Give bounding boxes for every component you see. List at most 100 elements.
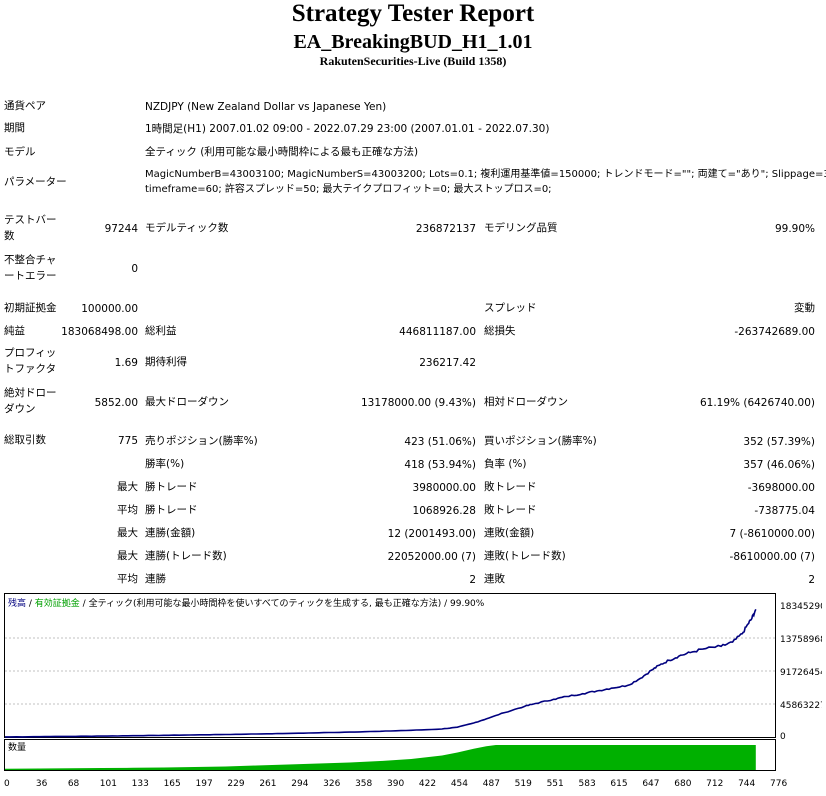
bars-value: 97244 <box>104 223 138 235</box>
long-label: 買いポジション(勝率%) <box>484 435 597 447</box>
balance-line <box>5 608 757 738</box>
consec-win-count-label: 連勝(トレード数) <box>145 550 227 562</box>
payoff-label: 期待利得 <box>145 356 187 368</box>
y-tick-label: 13758968 <box>780 635 822 645</box>
x-tick-label: 0 <box>4 779 10 789</box>
x-tick-label: 68 <box>68 779 80 789</box>
pair-label: 通貨ペア <box>4 100 46 112</box>
x-tick-label: 261 <box>259 779 276 789</box>
params-line-1: MagicNumberB=43003100; MagicNumberS=4300… <box>145 169 826 180</box>
avg-consec-win-label: 連勝 <box>145 573 166 585</box>
long-value: 352 (57.39%) <box>743 436 815 448</box>
abs-dd-value: 5852.00 <box>94 397 138 409</box>
legend-equity: 有効証拠金 <box>35 597 80 609</box>
trades-label: 総取引数 <box>4 434 46 446</box>
x-tick-label: 615 <box>610 779 627 789</box>
avg-loss-value: -738775.04 <box>754 505 815 517</box>
consec-loss-money-value: 7 (-8610000.00) <box>729 528 815 540</box>
x-tick-label: 776 <box>770 779 787 789</box>
legend-quality: 99.90% <box>450 599 485 609</box>
lossrate-value: 357 (46.06%) <box>743 459 815 471</box>
largest-loss-value: -3698000.00 <box>747 482 815 494</box>
report-title: Strategy Tester Report <box>291 0 535 27</box>
consec-loss-count-label: 連敗(トレード数) <box>484 550 566 562</box>
pair-value: NZDJPY (New Zealand Dollar vs Japanese Y… <box>145 101 387 113</box>
lossrate-label: 負率 (%) <box>484 458 527 470</box>
avg-loss-label: 敗トレード <box>484 504 537 516</box>
pf-label-1: プロフィッ <box>4 347 57 359</box>
gross-loss-label: 総損失 <box>484 325 516 337</box>
short-label: 売りポジション(勝率%) <box>145 435 258 447</box>
chart-frame <box>4 593 776 738</box>
volume-label: 数量 <box>8 741 26 753</box>
abs-dd-label-2: ダウン <box>4 403 36 415</box>
legend-balance: 残高 <box>8 597 26 609</box>
x-tick-label: 229 <box>227 779 244 789</box>
legend-model: 全ティック(利用可能な最小時間枠を使いすべてのティックを生成する, 最も正確な方… <box>89 597 442 609</box>
x-tick-label: 680 <box>674 779 691 789</box>
pf-label-2: トファクタ <box>4 363 57 375</box>
x-tick-label: 422 <box>419 779 436 789</box>
max-word-2: 最大 <box>117 527 138 539</box>
y-tick-label: 45863227 <box>780 701 822 711</box>
largest-loss-label: 敗トレード <box>484 481 537 493</box>
period-label: 期間 <box>4 122 25 134</box>
ticks-label: モデルティック数 <box>145 222 229 234</box>
volume-area <box>5 745 756 770</box>
short-value: 423 (51.06%) <box>404 436 476 448</box>
deposit-label: 初期証拠金 <box>4 302 57 314</box>
y-tick-label: 18345290 <box>780 602 822 612</box>
spread-value: 変動 <box>794 302 815 314</box>
balance-chart: 18345290 13758968 91726454 45863227 0 残高 / 有… <box>4 593 822 771</box>
x-tick-label: 36 <box>36 779 48 789</box>
pf-value: 1.69 <box>114 357 138 369</box>
params-label: パラメーター <box>4 176 67 188</box>
consec-win-count-value: 22052000.00 (7) <box>387 551 476 563</box>
max-word-1: 最大 <box>117 481 138 493</box>
x-axis-labels: 0 36 68 101 133 165 197 229 261 294 326 358 390 422 45… <box>4 779 787 789</box>
model-label: モデル <box>4 146 36 158</box>
consec-loss-money-label: 連敗(金額) <box>484 527 535 539</box>
mismatch-label-1: 不整合チャ <box>4 254 57 266</box>
y-axis-labels: 18345290 13758968 91726454 45863227 0 <box>780 602 822 742</box>
max-dd-label: 最大ドローダウン <box>145 396 229 408</box>
gross-profit-label: 総利益 <box>145 325 177 337</box>
payoff-value: 236217.42 <box>419 357 476 369</box>
x-tick-label: 165 <box>164 779 181 789</box>
x-tick-label: 294 <box>291 779 308 789</box>
rel-dd-value: 61.19% (6426740.00) <box>699 397 815 409</box>
avg-win-value: 1068926.28 <box>412 505 476 517</box>
x-axis: 0 36 68 101 133 165 197 229 261 294 326 358 390 422 45… <box>4 779 787 789</box>
x-tick-label: 487 <box>483 779 500 789</box>
x-tick-label: 326 <box>323 779 340 789</box>
x-tick-label: 519 <box>515 779 532 789</box>
max-word-3: 最大 <box>117 550 138 562</box>
ticks-value: 236872137 <box>415 223 476 235</box>
x-tick-label: 101 <box>100 779 117 789</box>
winrate-label: 勝率(%) <box>145 458 185 470</box>
y-tick-label: 91726454 <box>780 668 822 678</box>
abs-dd-label-1: 絶対ドロー <box>4 387 57 399</box>
deposit-value: 100000.00 <box>81 303 138 315</box>
params-line-2: timeframe=60; 許容スプレッド=50; 最大テイクプロフィット=0;… <box>145 184 552 195</box>
mismatch-label-2: ートエラー <box>4 270 57 282</box>
x-tick-label: 551 <box>547 779 564 789</box>
bars-label-2: 数 <box>4 230 15 242</box>
mismatch-value: 0 <box>131 263 138 275</box>
x-tick-label: 197 <box>196 779 213 789</box>
max-dd-value: 13178000.00 (9.43%) <box>360 397 476 409</box>
net-value: 183068498.00 <box>61 326 138 338</box>
y-tick-label: 0 <box>780 732 786 742</box>
legend-sep-3: / <box>441 599 450 609</box>
x-tick-label: 744 <box>738 779 755 789</box>
avg-consec-win-value: 2 <box>469 574 476 586</box>
x-tick-label: 712 <box>706 779 723 789</box>
largest-win-label: 勝トレード <box>145 481 198 493</box>
server-name: RakutenSecurities-Live (Build 1358) <box>319 54 507 68</box>
rel-dd-label: 相対ドローダウン <box>484 396 568 408</box>
consec-loss-count-value: -8610000.00 (7) <box>729 551 815 563</box>
net-label: 純益 <box>4 325 25 337</box>
x-tick-label: 647 <box>642 779 659 789</box>
x-tick-label: 390 <box>387 779 404 789</box>
legend-sep-1: / <box>26 599 35 609</box>
